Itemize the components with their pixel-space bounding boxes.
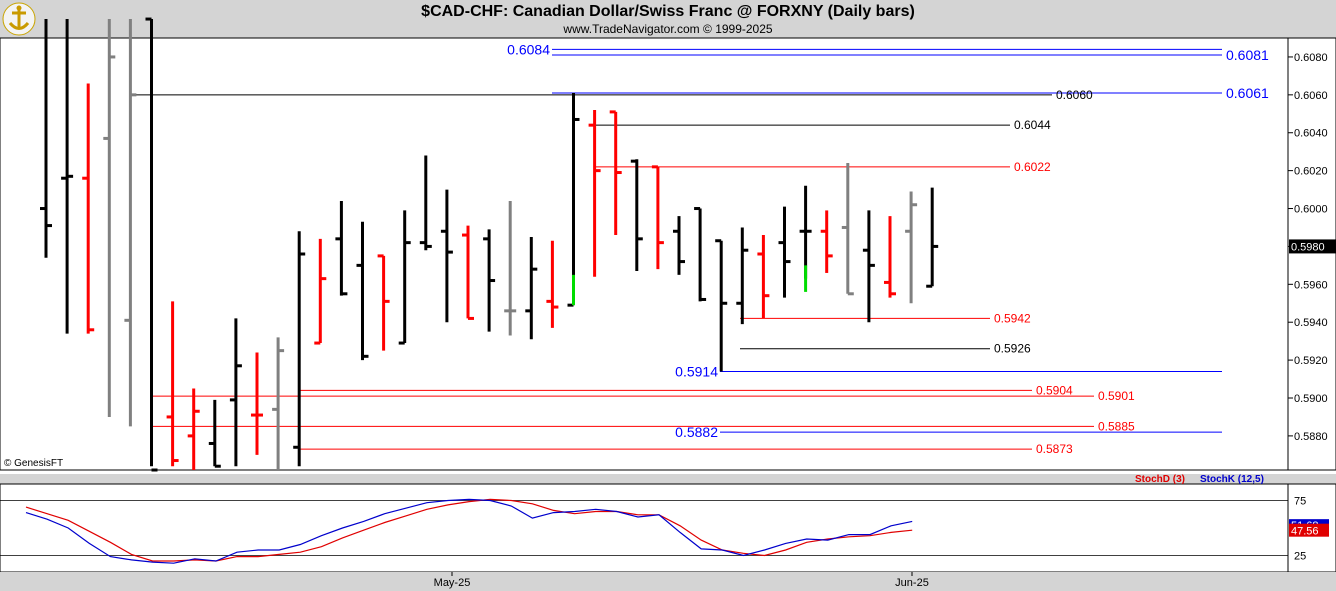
panel-separator xyxy=(0,474,1336,484)
price-tick-label: 0.5900 xyxy=(1294,393,1328,405)
stochastic-panel xyxy=(0,483,1289,573)
price-tick-label: 0.5940 xyxy=(1294,317,1328,329)
price-tick-label: 0.6020 xyxy=(1294,166,1328,178)
stochastic-tick-label: 75 xyxy=(1294,496,1306,508)
date-label: Jun-25 xyxy=(895,577,929,589)
level-label: 0.5904 xyxy=(1036,383,1073,397)
last-price-box xyxy=(1289,239,1336,254)
date-axis-band xyxy=(0,572,1336,591)
level-label: 0.6084 xyxy=(507,41,550,57)
level-label: 0.5914 xyxy=(675,363,718,379)
level-label: 0.6022 xyxy=(1014,160,1051,174)
level-label: 0.6060 xyxy=(1056,88,1093,102)
level-label: 0.5882 xyxy=(675,424,718,440)
stochastic-series-line xyxy=(25,498,913,564)
price-tick-label: 0.5880 xyxy=(1294,431,1328,443)
level-label: 0.5942 xyxy=(994,311,1031,325)
date-label: May-25 xyxy=(434,577,471,589)
stochastic-legend: StochK (12,5) xyxy=(1200,474,1264,485)
anchor-logo-icon xyxy=(2,2,36,36)
chart-subtitle: www.TradeNavigator.com © 1999-2025 xyxy=(563,22,773,36)
level-label: 0.6044 xyxy=(1014,118,1051,132)
price-tick-label: 0.6040 xyxy=(1294,128,1328,140)
level-label: 0.5901 xyxy=(1098,389,1135,403)
stochastic-series-line xyxy=(25,498,913,562)
price-axis-panel xyxy=(1287,37,1336,471)
stochastic-legend: StochD (3) xyxy=(1135,474,1185,485)
copyright-label: © GenesisFT xyxy=(4,458,64,469)
level-label: 0.6061 xyxy=(1226,85,1269,101)
level-label: 0.5873 xyxy=(1036,442,1073,456)
level-label: 0.6081 xyxy=(1226,47,1269,63)
price-tick-label: 0.6000 xyxy=(1294,204,1328,216)
stoch-d-last-box xyxy=(1289,523,1329,537)
price-tick-label: 0.5960 xyxy=(1294,279,1328,291)
price-tick-label: 0.5920 xyxy=(1294,355,1328,367)
price-tick-label: 0.6060 xyxy=(1294,90,1328,102)
stoch-d-last-label: 47.56 xyxy=(1291,526,1319,538)
chart-header: $CAD-CHF: Canadian Dollar/Swiss Franc @ … xyxy=(0,0,1336,38)
level-label: 0.5926 xyxy=(994,342,1031,356)
level-label: 0.5885 xyxy=(1098,419,1135,433)
last-price-label: 0.5980 xyxy=(1291,241,1325,253)
stochastic-tick-label: 25 xyxy=(1294,551,1306,563)
price-panel xyxy=(0,37,1289,471)
price-tick-label: 0.6080 xyxy=(1294,52,1328,64)
chart-title: $CAD-CHF: Canadian Dollar/Swiss Franc @ … xyxy=(421,3,915,20)
